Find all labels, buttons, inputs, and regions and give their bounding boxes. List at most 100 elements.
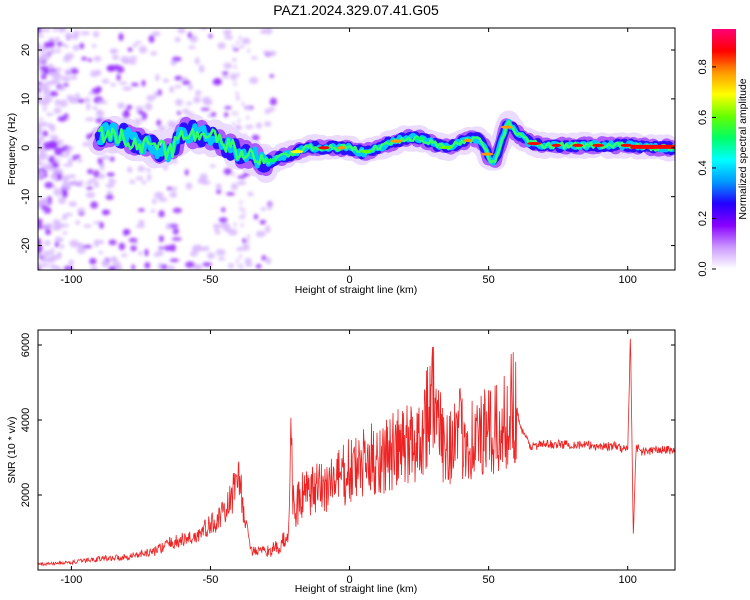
spectrogram-x-ticks: -100 -50 0 50 100 xyxy=(60,28,637,286)
heatmap-cell xyxy=(49,134,59,139)
snr-frame-bg xyxy=(38,330,675,570)
heatmap-cell xyxy=(39,65,49,71)
snr-x-tick-label: -50 xyxy=(203,574,219,586)
spectrogram-y-tick-label: 20 xyxy=(20,44,32,56)
heatmap-cell xyxy=(64,69,70,76)
heatmap-cell xyxy=(238,254,242,260)
heatmap-cell xyxy=(185,261,195,268)
heatmap-cell xyxy=(70,174,76,178)
heatmap-cell xyxy=(158,246,164,250)
spectrogram-y-tick-label: 10 xyxy=(20,93,32,105)
heatmap-cell xyxy=(90,201,99,209)
heatmap-cell xyxy=(72,154,77,161)
heatmap-cell xyxy=(223,168,233,176)
heatmap-cell xyxy=(137,165,145,172)
heatmap-cell xyxy=(65,148,71,157)
heatmap-cell xyxy=(127,47,133,52)
heatmap-cell xyxy=(141,180,147,185)
heatmap-cell xyxy=(237,118,241,124)
heatmap-cell xyxy=(39,263,50,268)
heatmap-cell xyxy=(85,181,93,185)
heatmap-cell xyxy=(52,161,58,169)
heatmap-cell xyxy=(117,102,126,109)
heatmap-cell xyxy=(38,96,41,104)
snr-panel: -100 -50 0 50 100 2000 4000 6000 Height of str… xyxy=(6,329,676,595)
heatmap-cell xyxy=(97,100,108,105)
heatmap-cell xyxy=(61,76,71,82)
heatmap-cell xyxy=(236,126,243,130)
heatmap-cell xyxy=(40,152,48,161)
heatmap-cell xyxy=(227,263,235,269)
heatmap-cell xyxy=(59,28,67,31)
heatmap-cell xyxy=(38,135,45,142)
heatmap-cell xyxy=(146,95,156,102)
heatmap-cell xyxy=(63,180,69,184)
heatmap-cell xyxy=(116,66,125,74)
heatmap-cell xyxy=(216,189,222,195)
heatmap-cell xyxy=(215,183,222,190)
heatmap-cell xyxy=(157,89,162,96)
heatmap-hotspot xyxy=(265,158,278,163)
heatmap-cell xyxy=(90,265,98,270)
heatmap-cell xyxy=(188,83,193,91)
heatmap-cell xyxy=(41,205,48,211)
heatmap-cell xyxy=(148,35,155,43)
heatmap-cell xyxy=(74,93,81,100)
figure-title: PAZ1.2024.329.07.41.G05 xyxy=(273,2,439,18)
heatmap-cell xyxy=(101,259,110,268)
heatmap-cell xyxy=(144,248,149,257)
heatmap-ridge xyxy=(88,110,675,183)
heatmap-cell xyxy=(223,62,233,70)
heatmap-cell xyxy=(122,110,130,119)
heatmap-cell xyxy=(264,121,272,127)
heatmap-hotspot xyxy=(318,146,330,150)
heatmap-cell xyxy=(194,57,200,65)
heatmap-cell xyxy=(67,157,73,166)
spectrogram-frame xyxy=(37,27,676,271)
spectrogram-x-tick-label: 0 xyxy=(346,274,352,286)
heatmap-cell xyxy=(172,207,182,213)
heatmap-cell xyxy=(242,207,246,213)
heatmap-cell xyxy=(150,51,158,56)
heatmap-cell xyxy=(255,230,266,238)
heatmap-cell xyxy=(49,254,59,261)
heatmap-cell xyxy=(70,68,79,75)
heatmap-cell xyxy=(56,139,64,146)
heatmap-cell xyxy=(141,112,148,120)
heatmap-cell xyxy=(85,117,95,122)
heatmap-cell xyxy=(49,124,56,132)
heatmap-cell xyxy=(174,85,182,89)
heatmap-cell xyxy=(62,190,68,199)
heatmap-cell xyxy=(247,191,254,197)
heatmap-cell xyxy=(72,44,80,51)
heatmap-cell xyxy=(38,121,42,130)
heatmap-cell xyxy=(53,188,63,196)
heatmap-cell xyxy=(233,64,237,70)
heatmap-cell xyxy=(177,28,186,34)
heatmap-cell xyxy=(93,30,100,38)
heatmap-cell xyxy=(138,45,148,54)
heatmap-cell xyxy=(80,31,91,36)
heatmap-cell xyxy=(52,38,59,43)
heatmap-cell xyxy=(269,97,278,106)
heatmap-cell xyxy=(38,117,43,121)
heatmap-cell xyxy=(171,237,182,241)
heatmap-cell xyxy=(255,263,262,269)
snr-y-tick-label: 2000 xyxy=(20,483,32,507)
heatmap-cell xyxy=(189,250,199,257)
snr-frame xyxy=(37,329,676,571)
heatmap-cell xyxy=(241,101,245,107)
heatmap-cell xyxy=(54,266,62,270)
colorbar-tick-label: 0.2 xyxy=(697,211,709,226)
heatmap-cell xyxy=(188,45,196,50)
colorbar-label: Normalized spectral amplitude xyxy=(737,78,749,219)
heatmap-cell xyxy=(246,115,250,121)
heatmap-cell xyxy=(169,258,180,263)
heatmap-cell xyxy=(45,112,54,117)
heatmap-cell xyxy=(239,44,244,49)
heatmap-cell xyxy=(231,121,235,127)
heatmap-cell xyxy=(240,264,244,270)
heatmap-cell xyxy=(236,72,240,78)
